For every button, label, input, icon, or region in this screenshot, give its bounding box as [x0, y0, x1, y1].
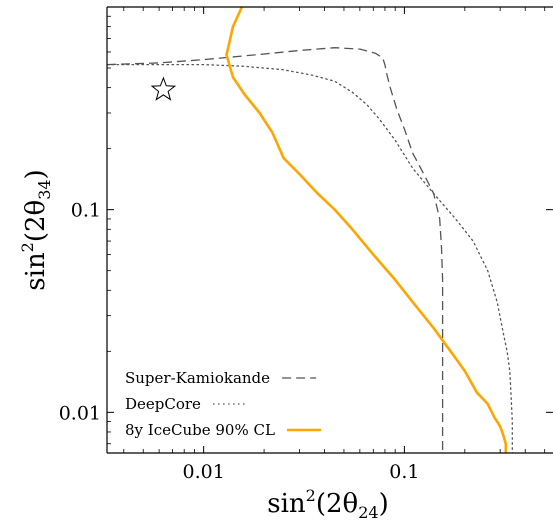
x-tick-label: 0.1 [389, 461, 419, 483]
series-line-2 [225, 7, 508, 453]
series-line-1 [107, 63, 513, 453]
y-axis-label: sin2(2θ34) [18, 169, 54, 290]
x-axis-label: sin2(2θ24) [267, 486, 388, 522]
x-tick-label: 0.01 [182, 461, 224, 483]
axis-labels: sin2(2θ24) sin2(2θ34) [18, 169, 389, 522]
axes-layer: 0.010.110.010.1 [59, 6, 553, 483]
y-tick-label: 0.01 [59, 402, 101, 424]
curves-layer [107, 7, 513, 453]
legend-label: DeepCore [125, 395, 201, 413]
markers-layer [150, 76, 177, 101]
legend: Super-Kamiokande DeepCore 8y IceCube 90% C… [125, 369, 321, 439]
series-line-0 [107, 47, 444, 453]
legend-label: Super-Kamiokande [125, 369, 270, 387]
legend-label: 8y IceCube 90% CL [125, 421, 275, 439]
best-fit-star [150, 76, 177, 101]
y-tick-label: 0.1 [71, 200, 101, 222]
